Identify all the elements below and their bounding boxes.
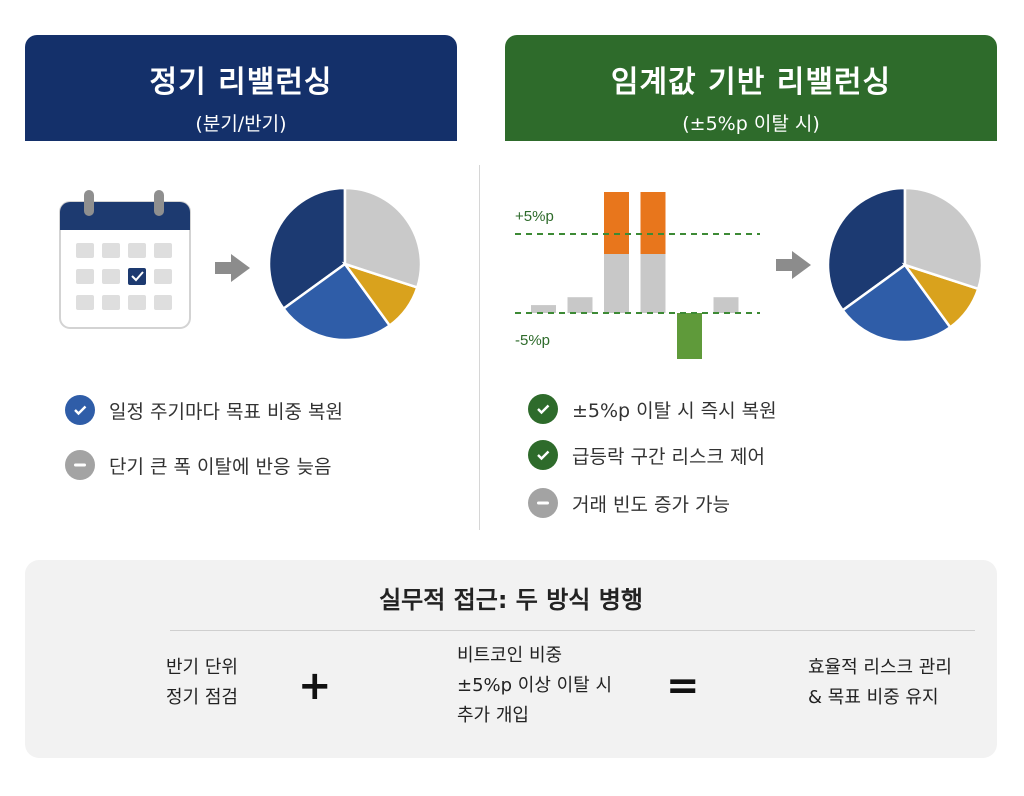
- bar: [713, 297, 739, 313]
- item1-line2: 정기 점검: [166, 687, 238, 708]
- bar: [531, 305, 556, 313]
- equals-operator: =: [666, 663, 700, 709]
- check-circle-icon: [528, 394, 558, 424]
- threshold-bar-chart: +5%p -5%p: [515, 192, 760, 359]
- item1-line1: 반기 단위: [166, 657, 238, 678]
- minus-circle-icon: [65, 450, 95, 480]
- right-bullet-3-text: 거래 빈도 증가 가능: [572, 493, 730, 516]
- check-circle-icon: [528, 440, 558, 470]
- right-bullet-3: 거래 빈도 증가 가능: [528, 488, 730, 518]
- bar: [567, 297, 593, 313]
- item3-line2: & 목표 비중 유지: [808, 687, 939, 708]
- left-bullet-2: 단기 큰 폭 이탈에 반응 늦음: [65, 450, 331, 480]
- left-bullet-2-text: 단기 큰 폭 이탈에 반응 늦음: [109, 455, 332, 478]
- bar-exceed-down: [677, 313, 702, 359]
- calendar-icon: [59, 190, 191, 329]
- panel-divider: [479, 165, 480, 530]
- right-panel-title: 임계값 기반 리밸런싱: [610, 65, 892, 100]
- pie-slice: [826, 186, 907, 313]
- bar-exceed-up: [604, 192, 629, 254]
- pie-slice: [343, 186, 423, 290]
- pie-chart-left: [267, 186, 423, 342]
- pie-slice: [267, 186, 347, 311]
- pie-slice: [903, 186, 984, 291]
- left-panel-header: 정기 리밸런싱 (분기/반기): [25, 35, 457, 141]
- right-panel-subtitle: (±5%p 이탈 시): [682, 113, 820, 135]
- bottom-summary-panel: 실무적 접근: 두 방식 병행: [25, 560, 997, 758]
- item1-text: 반기 단위 정기 점검: [166, 653, 238, 713]
- bar-exceed-up: [640, 192, 666, 254]
- item2-text: 비트코인 비중 ±5%p 이상 이탈 시 추가 개입: [457, 641, 612, 731]
- bottom-divider: [170, 630, 975, 631]
- item3-line1: 효율적 리스크 관리: [808, 657, 952, 678]
- left-bullet-1: 일정 주기마다 목표 비중 복원: [65, 395, 343, 425]
- plus-operator: +: [298, 663, 332, 709]
- right-bullet-1-text: ±5%p 이탈 시 즉시 복원: [572, 399, 777, 422]
- item2-line1: 비트코인 비중: [457, 645, 563, 666]
- item2-line2: ±5%p 이상 이탈 시: [457, 675, 613, 696]
- arrow-right-icon: [776, 251, 811, 279]
- item2-line3: 추가 개입: [457, 705, 529, 726]
- right-bullet-2: 급등락 구간 리스크 제어: [528, 440, 765, 470]
- left-panel-title: 정기 리밸런싱: [149, 65, 333, 100]
- right-panel-header: 임계값 기반 리밸런싱 (±5%p 이탈 시): [505, 35, 997, 141]
- pie-chart-right: [826, 186, 984, 344]
- check-circle-icon: [65, 395, 95, 425]
- right-bullet-2-text: 급등락 구간 리스크 제어: [572, 445, 765, 468]
- minus-circle-icon: [528, 488, 558, 518]
- left-panel-subtitle: (분기/반기): [195, 113, 287, 135]
- arrow-right-icon: [215, 254, 250, 282]
- bar: [604, 254, 629, 313]
- upper-threshold-label: +5%p: [515, 208, 554, 225]
- left-bullet-1-text: 일정 주기마다 목표 비중 복원: [109, 400, 343, 423]
- right-bullet-1: ±5%p 이탈 시 즉시 복원: [528, 394, 777, 424]
- pie-slice: [281, 262, 392, 342]
- pie-slice: [840, 263, 953, 344]
- lower-threshold-label: -5%p: [515, 332, 550, 349]
- bar: [640, 254, 666, 313]
- bottom-title: 실무적 접근: 두 방식 병행: [379, 586, 643, 614]
- item3-text: 효율적 리스크 관리 & 목표 비중 유지: [808, 653, 952, 713]
